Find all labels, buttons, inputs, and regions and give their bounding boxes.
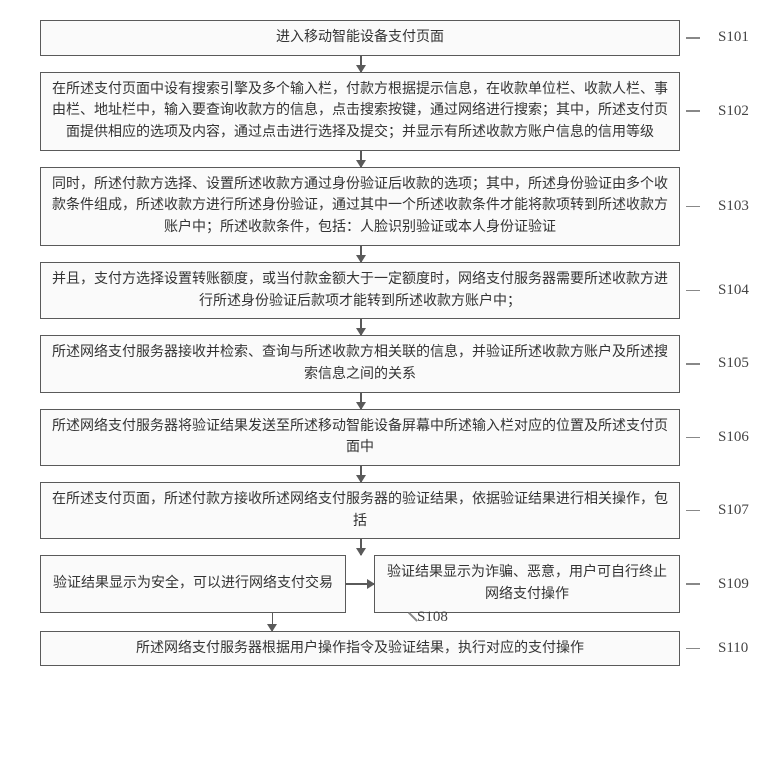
step-s102-row: 在所述支付页面中设有搜索引擎及多个输入栏，付款方根据提示信息，在收款单位栏、收款… — [10, 72, 763, 151]
step-s106-row: 所述网络支付服务器将验证结果发送至所述移动智能设备屏幕中所述输入栏对应的位置及所… — [10, 409, 763, 466]
step-s109-box: 验证结果显示为诈骗、恶意，用户可自行终止网络支付操作 — [374, 555, 680, 612]
step-s110-label: S110 — [718, 640, 748, 657]
split-row-wrap: 验证结果显示为安全，可以进行网络支付交易 验证结果显示为诈骗、恶意，用户可自行终… — [10, 555, 763, 612]
arrow-down-icon — [360, 246, 362, 262]
step-s107-row: 在所述支付页面，所述付款方接收所述网络支付服务器的验证结果，依据验证结果进行相关… — [10, 482, 763, 539]
step-s108-box: 验证结果显示为安全，可以进行网络支付交易 — [40, 555, 346, 612]
arrow-down-icon — [272, 613, 274, 631]
payment-flowchart: 进入移动智能设备支付页面 S101 在所述支付页面中设有搜索引擎及多个输入栏，付… — [10, 20, 763, 666]
step-s107-label: S107 — [718, 502, 749, 519]
split-arrow — [346, 555, 374, 612]
tick — [407, 612, 417, 622]
step-s104-row: 并且，支付方选择设置转账额度，或当付款金额大于一定额度时，网络支付服务器需要所述… — [10, 262, 763, 319]
step-s108-label: S108 — [417, 609, 448, 626]
step-s101-label: S101 — [718, 29, 749, 46]
step-s110-row: 所述网络支付服务器根据用户操作指令及验证结果，执行对应的支付操作 S110 — [10, 631, 763, 667]
step-s103-label: S103 — [718, 198, 749, 215]
arrow-right-icon — [346, 583, 374, 585]
split-row: 验证结果显示为安全，可以进行网络支付交易 验证结果显示为诈骗、恶意，用户可自行终… — [40, 555, 680, 612]
step-s108-label-wrap: S108 — [412, 609, 448, 626]
step-s103-row: 同时，所述付款方选择、设置所述收款方通过身份验证后收款的选项；其中，所述身份验证… — [10, 167, 763, 246]
step-s101-box: 进入移动智能设备支付页面 — [40, 20, 680, 56]
tick — [686, 648, 700, 650]
tick — [686, 290, 700, 292]
step-s105-box: 所述网络支付服务器接收并检索、查询与所述收款方相关联的信息，并验证所述收款方账户… — [40, 335, 680, 392]
step-s105-label: S105 — [718, 355, 749, 372]
arrow-down-icon — [360, 393, 362, 409]
step-s106-label: S106 — [718, 429, 749, 446]
arrow-down-icon — [360, 466, 362, 482]
arrow-down-icon — [360, 539, 362, 555]
tick — [686, 437, 700, 439]
step-s107-box: 在所述支付页面，所述付款方接收所述网络支付服务器的验证结果，依据验证结果进行相关… — [40, 482, 680, 539]
tick — [686, 37, 700, 39]
step-s110-box: 所述网络支付服务器根据用户操作指令及验证结果，执行对应的支付操作 — [40, 631, 680, 667]
step-s104-label: S104 — [718, 282, 749, 299]
step-s105-row: 所述网络支付服务器接收并检索、查询与所述收款方相关联的信息，并验证所述收款方账户… — [10, 335, 763, 392]
final-arrow-wrap: S108 — [82, 613, 722, 631]
step-s109-label: S109 — [718, 576, 749, 593]
step-s101-row: 进入移动智能设备支付页面 S101 — [10, 20, 763, 56]
tick — [686, 363, 700, 365]
tick — [686, 110, 700, 112]
tick — [686, 206, 700, 208]
arrow-down-icon — [360, 319, 362, 335]
step-s102-box: 在所述支付页面中设有搜索引擎及多个输入栏，付款方根据提示信息，在收款单位栏、收款… — [40, 72, 680, 151]
tick — [686, 510, 700, 512]
arrow-down-icon — [360, 151, 362, 167]
step-s102-label: S102 — [718, 103, 749, 120]
arrow-down-icon — [360, 56, 362, 72]
step-s103-box: 同时，所述付款方选择、设置所述收款方通过身份验证后收款的选项；其中，所述身份验证… — [40, 167, 680, 246]
step-s104-box: 并且，支付方选择设置转账额度，或当付款金额大于一定额度时，网络支付服务器需要所述… — [40, 262, 680, 319]
tick — [686, 583, 700, 585]
step-s106-box: 所述网络支付服务器将验证结果发送至所述移动智能设备屏幕中所述输入栏对应的位置及所… — [40, 409, 680, 466]
